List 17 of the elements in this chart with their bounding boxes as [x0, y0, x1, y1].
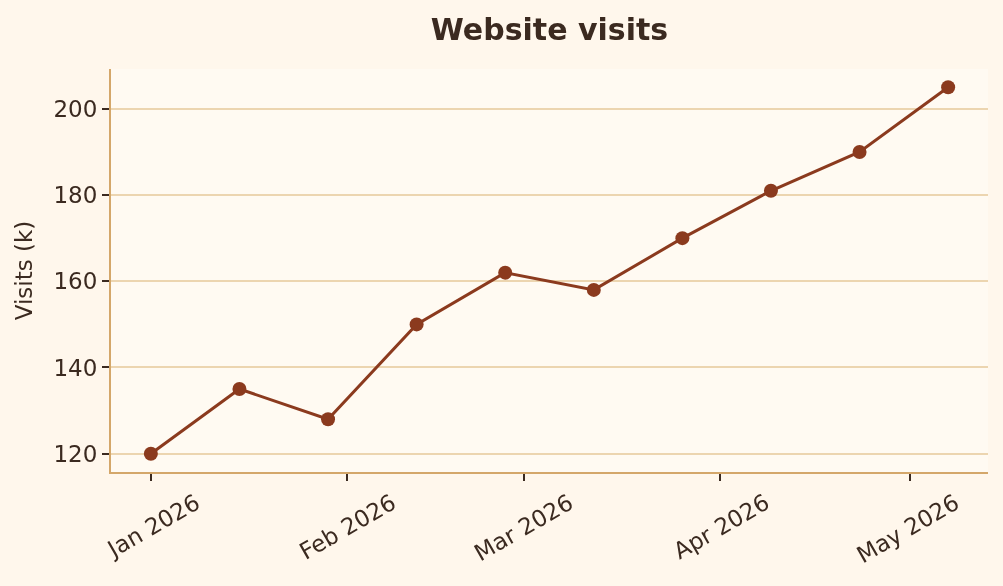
y-tick-label: 200: [53, 95, 98, 122]
point: [498, 265, 513, 280]
point: [321, 412, 336, 427]
point: [586, 282, 601, 297]
y-tick-label: 120: [53, 440, 98, 467]
point: [232, 382, 247, 397]
chart-title: Website visits: [430, 11, 669, 47]
point: [143, 446, 158, 461]
y-axis-title: Visits (k): [11, 220, 38, 321]
point: [941, 80, 956, 95]
point: [675, 231, 690, 246]
y-tick-label: 180: [53, 182, 98, 209]
y-tick-label: 140: [53, 354, 98, 381]
point: [409, 317, 424, 332]
point: [852, 144, 867, 159]
point: [763, 183, 778, 198]
y-tick-label: 160: [53, 268, 98, 295]
